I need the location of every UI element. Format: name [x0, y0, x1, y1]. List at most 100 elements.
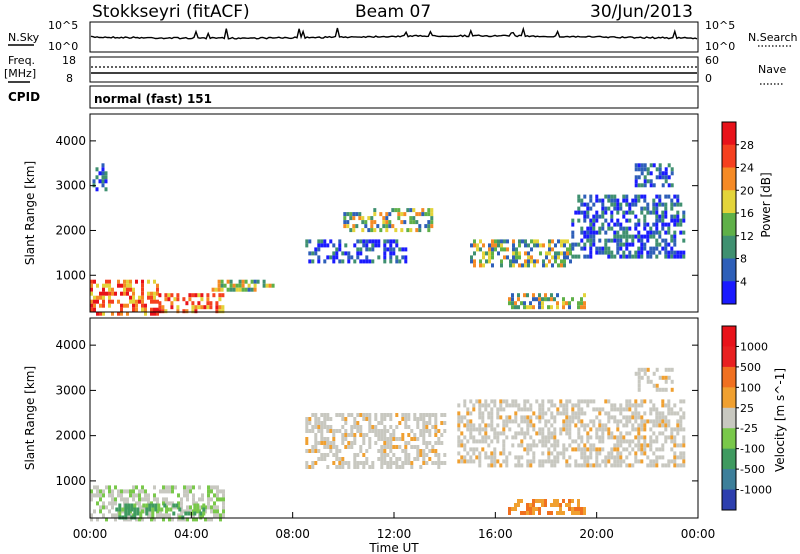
echo-cell: [562, 297, 565, 302]
echo-cell: [640, 415, 644, 420]
echo-cell: [171, 501, 174, 506]
echo-cell: [499, 399, 503, 404]
echo-cell: [673, 254, 677, 259]
echo-cell: [162, 501, 165, 506]
echo-cell: [368, 441, 372, 445]
freq-left-tick-top: 18: [62, 54, 76, 67]
echo-cell: [512, 243, 515, 248]
echo-cell: [571, 222, 575, 227]
echo-cell: [434, 433, 438, 437]
echo-cell: [556, 293, 559, 298]
colorbar-tick-label: 12: [740, 230, 754, 243]
echo-cell: [213, 501, 216, 506]
echo-cell: [491, 239, 494, 244]
echo-cell: [169, 507, 173, 512]
echo-cell: [568, 431, 572, 436]
echo-cell: [601, 250, 605, 255]
echo-cell: [207, 505, 210, 510]
echo-cell: [676, 194, 680, 199]
echo-cell: [144, 497, 147, 502]
echo-cell: [187, 511, 191, 516]
echo-cell: [415, 212, 419, 217]
echo-cell: [496, 415, 500, 420]
echo-cell: [352, 216, 356, 221]
echo-cell: [661, 210, 665, 215]
echo-cell: [437, 457, 441, 461]
echo-cell: [556, 503, 559, 507]
echo-cell: [365, 461, 369, 465]
echo-cell: [532, 305, 535, 310]
echo-cell: [117, 493, 120, 498]
echo-cell: [553, 415, 557, 420]
echo-cell: [655, 455, 659, 460]
echo-cell: [96, 485, 99, 490]
echo-cell: [643, 179, 647, 184]
echo-cell: [619, 407, 623, 412]
echo-cell: [664, 463, 668, 468]
echo-cell: [637, 435, 641, 440]
echo-cell: [541, 297, 544, 302]
echo-cell: [556, 511, 559, 515]
echo-cell: [619, 463, 623, 468]
echo-cell: [427, 228, 431, 233]
echo-cell: [553, 459, 557, 464]
echo-cell: [425, 413, 429, 417]
echo-cell: [397, 208, 401, 213]
echo-cell: [524, 239, 527, 244]
echo-cell: [649, 439, 653, 444]
echo-cell: [610, 415, 614, 420]
echo-cell: [385, 224, 389, 229]
echo-cell: [368, 425, 372, 429]
echo-cell: [529, 419, 533, 424]
echo-cell: [121, 507, 125, 512]
echo-cell: [335, 413, 339, 417]
echo-cell: [658, 242, 662, 247]
echo-cell: [344, 437, 348, 441]
echo-cell: [616, 242, 620, 247]
echo-cell: [634, 163, 638, 168]
echo-cell: [598, 435, 602, 440]
echo-cell: [180, 497, 183, 502]
echo-cell: [673, 455, 677, 460]
echo-cell: [346, 224, 350, 229]
echo-cell: [511, 301, 514, 306]
echo-cell: [532, 451, 536, 456]
echo-cell: [604, 423, 608, 428]
echo-cell: [536, 259, 539, 264]
echo-cell: [664, 387, 668, 392]
echo-cell: [500, 243, 503, 248]
echo-cell: [634, 443, 638, 448]
echo-cell: [491, 251, 494, 256]
echo-cell: [380, 429, 384, 433]
echo-cell: [96, 295, 99, 300]
ytick-label: 1000: [55, 268, 86, 282]
echo-cell: [358, 216, 362, 221]
echo-cell: [311, 413, 315, 417]
echo-cell: [610, 194, 614, 199]
echo-cell: [401, 449, 405, 453]
echo-cell: [132, 303, 135, 308]
echo-cell: [619, 455, 623, 460]
echo-cell: [601, 447, 605, 452]
echo-cell: [427, 220, 431, 225]
echo-cell: [323, 259, 327, 264]
echo-cell: [547, 427, 551, 432]
echo-cell: [661, 218, 665, 223]
echo-cell: [102, 493, 105, 498]
echo-cell: [141, 497, 144, 502]
echo-cell: [601, 222, 605, 227]
echo-cell: [220, 279, 224, 284]
xtick-label: 20:00: [579, 527, 614, 541]
echo-cell: [569, 251, 572, 256]
echo-cell: [637, 383, 641, 388]
echo-cell: [123, 501, 126, 506]
echo-cell: [361, 228, 365, 233]
echo-cell: [658, 415, 662, 420]
echo-cell: [111, 311, 114, 316]
echo-cell: [466, 427, 470, 432]
echo-cell: [376, 224, 380, 229]
echo-cell: [553, 455, 557, 460]
echo-cell: [176, 297, 180, 302]
echo-cell: [422, 441, 426, 445]
echo-cell: [571, 242, 575, 247]
